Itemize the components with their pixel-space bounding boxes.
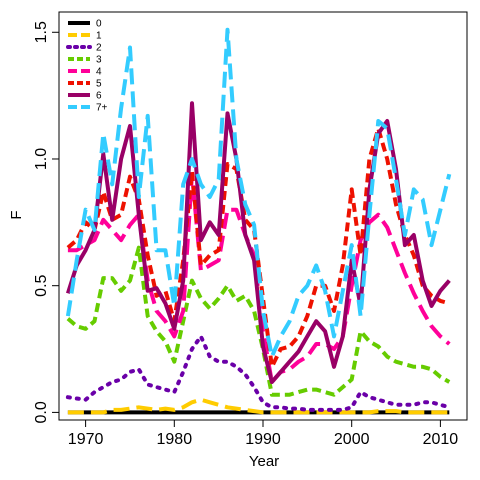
series-line-1: [67, 397, 450, 415]
y-tick-label: 0.0: [33, 401, 50, 423]
series-line-7plus: [65, 27, 452, 359]
x-tick-label: 2000: [334, 431, 370, 448]
legend-label: 0: [96, 19, 102, 30]
series-line-6: [65, 101, 451, 384]
legend-label: 3: [96, 55, 102, 66]
series-line-5: [66, 126, 450, 369]
y-tick-label: 0.5: [33, 274, 50, 296]
x-axis: 1970 1980 1990 2000 2010: [68, 420, 458, 448]
y-axis: 0.0 0.5 1.0 1.5: [33, 21, 59, 424]
series-line-3: [66, 245, 451, 397]
y-axis-title: F: [8, 210, 25, 219]
series-layer: [65, 27, 452, 415]
series-line-2: [65, 334, 452, 412]
y-tick-label: 1.0: [33, 148, 50, 170]
legend-label: 2: [96, 43, 102, 54]
legend-label: 4: [96, 67, 102, 78]
legend-label: 1: [96, 31, 102, 42]
x-axis-title: Year: [249, 453, 279, 470]
x-tick-label: 1970: [68, 431, 104, 448]
legend-label: 7+: [96, 103, 108, 114]
y-tick-label: 1.5: [33, 21, 50, 43]
legend-label: 5: [96, 79, 102, 90]
legend-label: 6: [96, 91, 102, 102]
x-tick-label: 1980: [157, 431, 193, 448]
x-tick-label: 2010: [423, 431, 459, 448]
x-tick-label: 1990: [245, 431, 281, 448]
